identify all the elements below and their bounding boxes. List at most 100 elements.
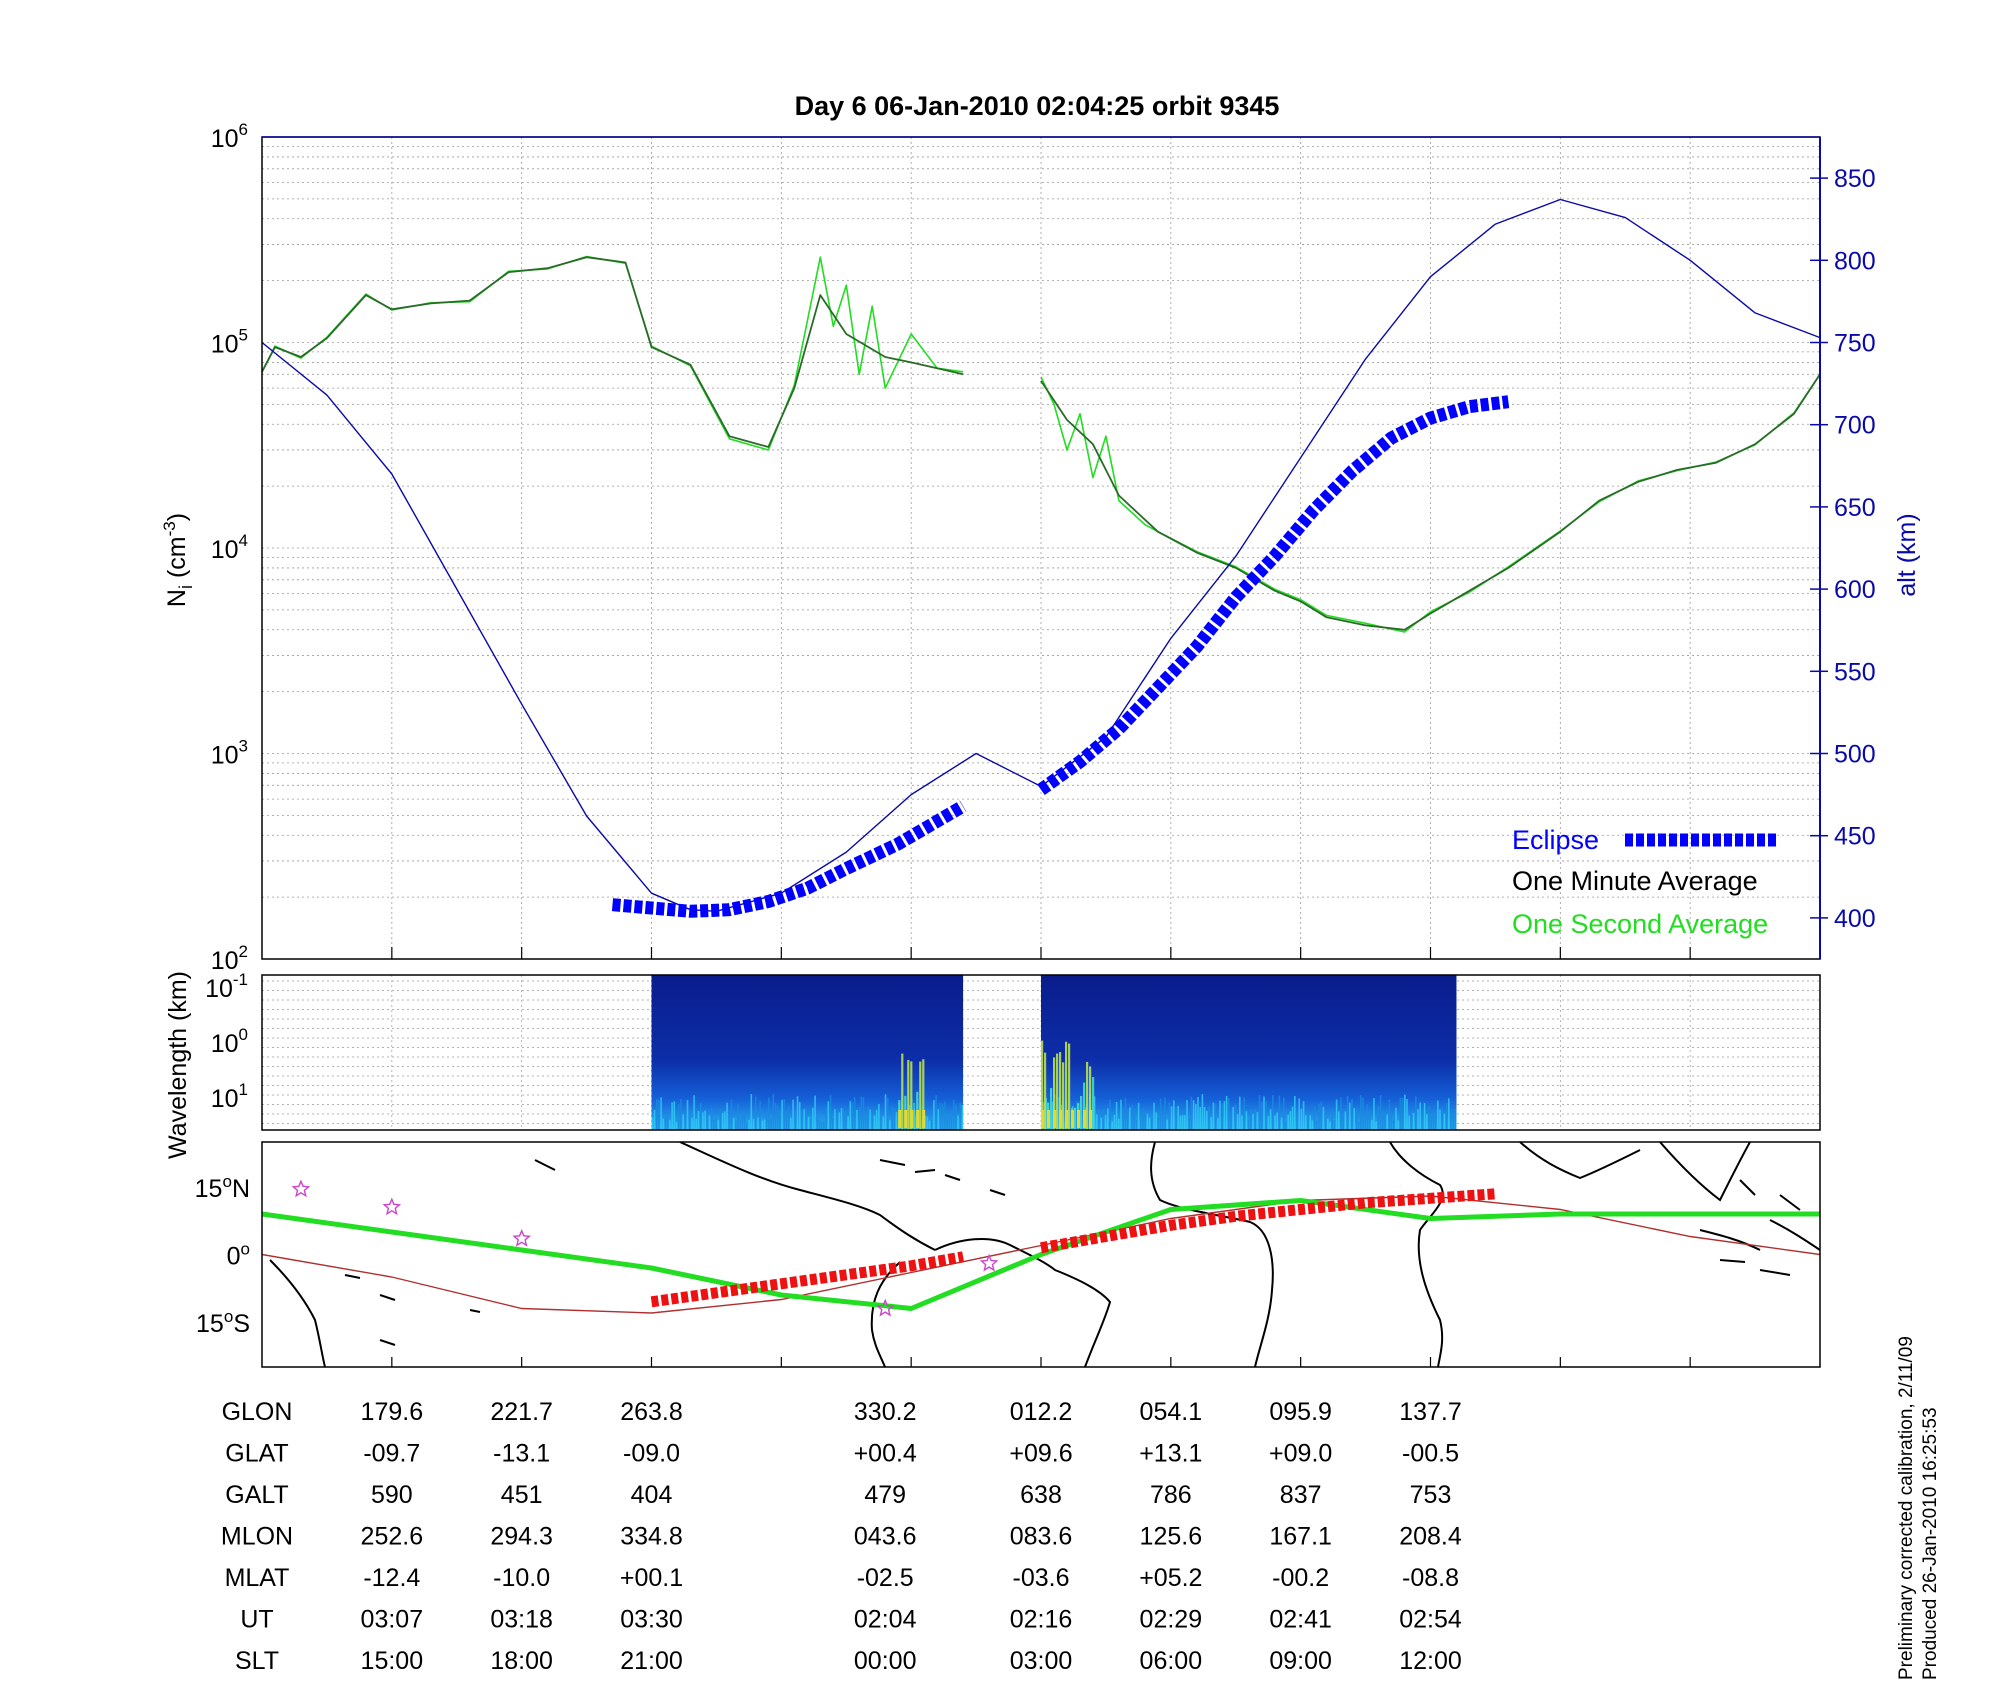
spectrogram-streak (1093, 1096, 1096, 1130)
spectrogram-streak (1192, 1100, 1195, 1130)
spectrogram-hot (907, 1059, 910, 1130)
map-star-marker (512, 1228, 532, 1247)
coast-indonesia (1699, 1179, 1820, 1276)
spectrogram-streak (754, 1096, 757, 1130)
table-cell: 054.1 (1140, 1398, 1203, 1426)
table-cell: 294.3 (490, 1523, 553, 1551)
table-cell: 208.4 (1399, 1523, 1462, 1551)
spectrogram-streak (794, 1112, 797, 1130)
spectrogram-streak (1404, 1094, 1406, 1130)
spectrogram-streak (1322, 1106, 1325, 1130)
spectrogram-streak (792, 1099, 794, 1130)
table-cell: 753 (1410, 1481, 1452, 1509)
spectrogram-streak (809, 1119, 812, 1130)
y2-tick-label: 750 (1834, 330, 1876, 358)
spectrogram-streak (1118, 1118, 1120, 1130)
y-tick-label: 102 (211, 942, 248, 975)
table-cell: 221.7 (490, 1398, 553, 1426)
spectrogram-streak (895, 1111, 898, 1130)
spectrogram-streak (827, 1101, 830, 1130)
spectrogram-streak (1104, 1115, 1107, 1130)
spectrogram-streak (1113, 1114, 1116, 1130)
spectrogram-streak (785, 1110, 788, 1130)
spectrogram-streak (1366, 1104, 1369, 1130)
spectrogram-streak (1234, 1105, 1237, 1130)
table-cell: 02:16 (1010, 1606, 1073, 1634)
table-cell: 095.9 (1269, 1398, 1332, 1426)
y-label-sub: i (176, 585, 196, 589)
spectrogram-streak (746, 1121, 748, 1130)
spectrogram-streak (875, 1109, 878, 1130)
spectrogram-streak (737, 1103, 739, 1130)
spectrogram-streak (816, 1117, 819, 1130)
spectrogram-streak (1335, 1099, 1338, 1130)
table-cell: 334.8 (620, 1523, 683, 1551)
spectrogram-streak (1120, 1099, 1122, 1130)
spectrogram-streak (1291, 1106, 1294, 1130)
spectrogram-streak (1111, 1121, 1113, 1130)
spectrogram-streak (1289, 1110, 1292, 1130)
table-cell: 252.6 (361, 1523, 424, 1551)
spectrogram-streak (1450, 1114, 1452, 1130)
spectrogram-streak (675, 1121, 678, 1130)
spectrogram-streak (1159, 1098, 1162, 1130)
spectrogram-streak (1280, 1117, 1283, 1130)
spectrogram-streak (1298, 1098, 1300, 1130)
spectrogram-hot (1080, 1096, 1083, 1130)
spectrogram-streak (853, 1097, 856, 1130)
spectrogram-streak (1294, 1096, 1296, 1130)
spectrogram-streak (1252, 1113, 1254, 1130)
map-lines (262, 1179, 1820, 1367)
table-row-label: UT (240, 1606, 273, 1634)
spectrogram-streak (1230, 1112, 1232, 1130)
spectrogram-streak (724, 1111, 726, 1130)
table-cell: -03.6 (1013, 1564, 1070, 1592)
spectrogram-streak (886, 1097, 889, 1130)
spectrogram-streak (787, 1105, 790, 1130)
spectrogram-streak (884, 1094, 887, 1130)
spectrogram-streak (666, 1116, 669, 1130)
spectrogram-streak (933, 1100, 935, 1130)
table-cell: 786 (1150, 1481, 1192, 1509)
spectrogram-hot-core (1059, 1110, 1062, 1128)
spectrogram-streak (1307, 1115, 1309, 1130)
spectrogram-streak (1351, 1099, 1353, 1130)
map-tick-deg: 0 (227, 1243, 241, 1271)
spectrogram-streak (946, 1115, 948, 1130)
ground-track-line (262, 1198, 1820, 1311)
spectrogram-tick-base: 10 (211, 1085, 239, 1113)
spectrogram-hot (1068, 1043, 1071, 1130)
map-star-marker (382, 1197, 402, 1216)
spectrogram-streak (1355, 1109, 1358, 1130)
spectrogram-streak (660, 1097, 662, 1130)
spectrogram-streak (1137, 1102, 1140, 1130)
map-frame (261, 1141, 1821, 1368)
spectrogram-streak (653, 1109, 656, 1130)
spectrogram-streak (1274, 1115, 1276, 1130)
spectrogram-streak (741, 1115, 744, 1130)
spectrogram-streak (1419, 1102, 1421, 1130)
spectrogram-streak (1417, 1109, 1419, 1130)
spectrogram-streak (662, 1118, 665, 1130)
spectrogram-streak (728, 1116, 731, 1130)
spectrogram-streak (1166, 1119, 1168, 1130)
spectrogram-hot-core (1083, 1110, 1086, 1128)
map-star-marker (291, 1179, 311, 1198)
map-star-marker (875, 1298, 895, 1317)
spectrogram-streak (864, 1115, 867, 1130)
spectrogram-hot-core (922, 1110, 926, 1128)
spectrogram-streak (1285, 1121, 1287, 1130)
spectrogram-streak (686, 1100, 689, 1130)
spectrogram-streak (691, 1117, 693, 1130)
spectrogram-streak (1245, 1111, 1248, 1130)
legend-eclipse-label: Eclipse (1512, 825, 1599, 855)
spectrogram-streak (671, 1102, 673, 1130)
spectrogram-streak (1320, 1101, 1322, 1130)
spectrogram-streak (805, 1107, 808, 1130)
table-cell: 043.6 (854, 1523, 917, 1551)
table-cell: 590 (371, 1481, 413, 1509)
spectrogram-streak (673, 1101, 676, 1130)
spectrogram-streak (1250, 1109, 1252, 1130)
